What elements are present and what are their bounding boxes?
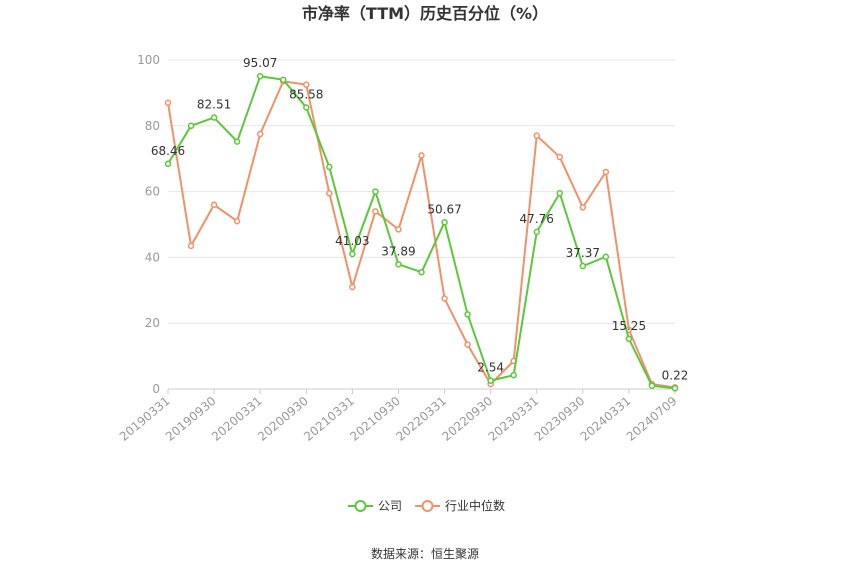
chart-title: 市净率（TTM）历史百分位（%）	[302, 4, 548, 23]
data-point[interactable]	[187, 122, 195, 130]
data-point[interactable]	[464, 341, 471, 348]
x-tick-label: 20190331	[117, 394, 173, 444]
data-label: 37.89	[381, 244, 415, 258]
series-line	[167, 75, 676, 390]
series-line	[167, 80, 676, 389]
data-label: 50.67	[427, 202, 461, 216]
data-point[interactable]	[326, 163, 333, 171]
x-tick-label: 20220930	[439, 394, 495, 444]
data-point[interactable]	[256, 130, 264, 138]
data-point[interactable]	[372, 208, 379, 215]
data-point[interactable]	[556, 189, 564, 197]
data-point[interactable]	[164, 160, 172, 168]
data-point[interactable]	[602, 253, 610, 260]
x-tick-label: 20200930	[255, 394, 311, 444]
x-tick-label: 20220331	[393, 394, 449, 444]
data-point[interactable]	[579, 204, 587, 211]
data-label: 85.58	[289, 87, 323, 101]
x-tick-label: 20240709	[624, 394, 680, 444]
data-point[interactable]	[625, 335, 633, 343]
y-tick-label: 60	[145, 185, 160, 199]
data-point[interactable]	[533, 228, 540, 236]
y-tick-label: 80	[145, 119, 160, 133]
data-point[interactable]	[648, 382, 656, 389]
data-label: 37.37	[566, 246, 600, 260]
data-point[interactable]	[303, 104, 310, 111]
data-point[interactable]	[487, 377, 494, 384]
legend-item[interactable]: 公司	[348, 499, 402, 513]
y-tick-label: 0	[152, 382, 160, 396]
legend-marker	[354, 500, 367, 512]
data-point[interactable]	[349, 250, 356, 258]
data-point[interactable]	[533, 132, 540, 139]
data-point[interactable]	[441, 219, 448, 226]
x-tick-label: 20210930	[347, 394, 403, 444]
data-point[interactable]	[233, 138, 241, 145]
x-tick-label: 20200331	[209, 394, 265, 444]
data-point[interactable]	[395, 226, 402, 233]
x-tick-label: 20230930	[532, 394, 588, 444]
data-label: 95.07	[243, 56, 277, 70]
legend-marker	[421, 500, 434, 512]
data-label: 41.03	[335, 234, 369, 248]
legend-item[interactable]: 行业中位数	[415, 498, 505, 513]
data-point[interactable]	[464, 311, 471, 318]
y-tick-label: 40	[145, 250, 160, 264]
data-point[interactable]	[303, 81, 310, 88]
data-point[interactable]	[395, 261, 402, 268]
data-point[interactable]	[349, 283, 356, 291]
data-label: 47.76	[520, 212, 554, 226]
data-point[interactable]	[372, 188, 379, 195]
data-label: 0.22	[662, 368, 689, 382]
x-tick-label: 20240331	[578, 394, 634, 444]
data-point[interactable]	[256, 72, 264, 80]
y-tick-label: 100	[137, 53, 160, 67]
data-point[interactable]	[279, 76, 287, 83]
data-label: 15.25	[612, 319, 646, 333]
data-point[interactable]	[210, 114, 218, 121]
data-point[interactable]	[418, 268, 425, 276]
y-tick-label: 20	[145, 316, 160, 330]
data-point[interactable]	[602, 168, 610, 176]
legend[interactable]: 公司 行业中位数	[348, 498, 505, 513]
data-point[interactable]	[441, 295, 448, 302]
data-point[interactable]	[210, 201, 218, 209]
data-point[interactable]	[671, 385, 679, 392]
x-tick-label: 20190930	[163, 394, 219, 444]
data-label: 82.51	[197, 98, 231, 112]
data-point[interactable]	[326, 189, 333, 197]
data-point[interactable]	[510, 371, 517, 379]
grid-lines	[168, 59, 675, 324]
data-point[interactable]	[418, 152, 425, 159]
data-point[interactable]	[187, 242, 195, 250]
series-group	[164, 72, 679, 392]
data-point[interactable]	[164, 99, 172, 107]
legend-label: 公司	[378, 499, 402, 513]
data-point[interactable]	[233, 217, 241, 225]
data-labels: 68.46 82.51 95.07 85.58 41.03 37.89 50.67 2.54 4…	[151, 56, 689, 382]
source-note: 数据来源：恒生聚源	[371, 546, 479, 561]
data-point[interactable]	[556, 153, 564, 161]
data-point[interactable]	[579, 262, 587, 270]
x-tick-label: 20210331	[301, 394, 357, 444]
x-tick-label: 20230331	[486, 394, 542, 444]
legend-label: 行业中位数	[445, 498, 505, 513]
data-label: 68.46	[151, 144, 185, 158]
data-label: 2.54	[477, 361, 504, 375]
